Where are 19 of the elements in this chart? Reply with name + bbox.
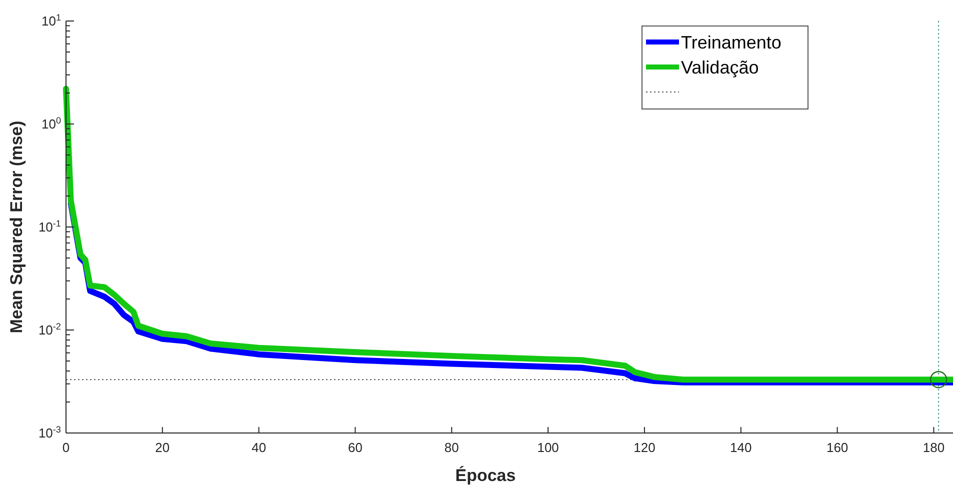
- x-tick-label: 80: [444, 440, 459, 455]
- x-tick-label: 40: [252, 440, 266, 455]
- x-tick-label: 0: [62, 440, 70, 455]
- y-tick-label: 10$^{0}$: [41, 116, 61, 132]
- x-tick-label: 60: [348, 440, 362, 455]
- y-tick-label: 10$^{-2}$: [38, 322, 61, 338]
- y-tick-label: 10$^{-3}$: [38, 424, 61, 441]
- x-tick-label: 180: [922, 440, 945, 455]
- x-tick-label: 20: [155, 440, 170, 455]
- legend-label: Validação: [681, 57, 759, 78]
- x-axis-title: Épocas: [455, 465, 516, 485]
- x-tick-label: 140: [730, 440, 752, 455]
- y-tick-label: 10$^{-1}$: [38, 218, 61, 235]
- x-tick-label: 160: [826, 440, 848, 455]
- legend-label: Treinamento: [681, 32, 782, 52]
- x-tick-label: 120: [634, 440, 656, 455]
- y-axis-title: Mean Squared Error (mse): [7, 120, 26, 334]
- x-tick-label: 100: [537, 440, 559, 455]
- y-tick-label: 10$^{1}$: [41, 12, 61, 29]
